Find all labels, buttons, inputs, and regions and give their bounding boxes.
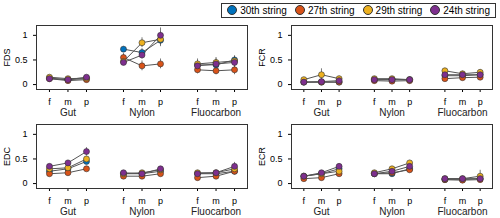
svg-text:Nylon: Nylon: [379, 206, 405, 217]
svg-text:Nylon: Nylon: [129, 206, 155, 217]
svg-text:p: p: [158, 97, 163, 107]
svg-text:Nylon: Nylon: [129, 107, 155, 118]
html-text:24th string: 24th string: [443, 4, 490, 16]
svg-text:Fluocarbon: Fluocarbon: [438, 206, 488, 217]
svg-text:ECR: ECR: [257, 147, 267, 167]
svg-text:p: p: [232, 196, 237, 206]
svg-text:p: p: [232, 97, 237, 107]
html-text:30th string: 30th string: [240, 4, 287, 16]
svg-text:1: 1: [22, 30, 27, 40]
svg-text:p: p: [407, 196, 412, 206]
svg-text:Gut: Gut: [313, 107, 329, 118]
svg-text:m: m: [64, 196, 72, 206]
svg-text:1: 1: [22, 129, 27, 139]
svg-text:Nylon: Nylon: [379, 107, 405, 118]
svg-text:0: 0: [277, 79, 282, 89]
svg-text:0.5: 0.5: [15, 55, 28, 65]
svg-text:p: p: [337, 196, 342, 206]
svg-text:m: m: [459, 97, 467, 107]
svg-text:p: p: [84, 196, 89, 206]
svg-text:0: 0: [22, 178, 27, 188]
svg-text:f: f: [303, 196, 306, 206]
svg-text:p: p: [84, 97, 89, 107]
svg-text:m: m: [318, 97, 326, 107]
svg-text:p: p: [478, 196, 483, 206]
svg-text:1: 1: [277, 129, 282, 139]
svg-text:Gut: Gut: [60, 206, 76, 217]
svg-text:f: f: [48, 196, 51, 206]
svg-text:Fluocarbon: Fluocarbon: [191, 206, 241, 217]
svg-text:f: f: [303, 97, 306, 107]
svg-text:f: f: [444, 97, 447, 107]
svg-text:FDS: FDS: [2, 49, 12, 67]
svg-text:p: p: [407, 97, 412, 107]
svg-text:m: m: [212, 97, 220, 107]
svg-text:p: p: [337, 97, 342, 107]
svg-text:m: m: [388, 196, 396, 206]
svg-text:f: f: [444, 196, 447, 206]
svg-text:f: f: [196, 97, 199, 107]
svg-text:f: f: [373, 196, 376, 206]
svg-text:m: m: [212, 196, 220, 206]
svg-text:m: m: [318, 196, 326, 206]
svg-text:0.5: 0.5: [270, 55, 283, 65]
svg-text:f: f: [48, 97, 51, 107]
svg-text:0.5: 0.5: [270, 154, 283, 164]
svg-text:f: f: [373, 97, 376, 107]
svg-text:0: 0: [22, 79, 27, 89]
svg-text:m: m: [388, 97, 396, 107]
svg-text:Gut: Gut: [313, 206, 329, 217]
svg-text:1: 1: [277, 30, 282, 40]
html-text:27th string: 27th string: [307, 4, 355, 16]
svg-text:m: m: [138, 196, 146, 206]
svg-text:m: m: [64, 97, 72, 107]
svg-text:f: f: [122, 97, 125, 107]
html-text:29th string: 29th string: [375, 4, 423, 16]
svg-text:Fluocarbon: Fluocarbon: [191, 107, 241, 118]
svg-text:f: f: [196, 196, 199, 206]
svg-text:f: f: [122, 196, 125, 206]
svg-text:p: p: [478, 97, 483, 107]
svg-text:0: 0: [277, 178, 282, 188]
svg-text:p: p: [158, 196, 163, 206]
svg-text:m: m: [459, 196, 467, 206]
svg-text:m: m: [138, 97, 146, 107]
svg-text:0.5: 0.5: [15, 154, 28, 164]
svg-text:FCR: FCR: [257, 48, 267, 67]
svg-text:Fluocarbon: Fluocarbon: [438, 107, 488, 118]
svg-text:Gut: Gut: [60, 107, 76, 118]
svg-text:EDC: EDC: [2, 147, 12, 167]
